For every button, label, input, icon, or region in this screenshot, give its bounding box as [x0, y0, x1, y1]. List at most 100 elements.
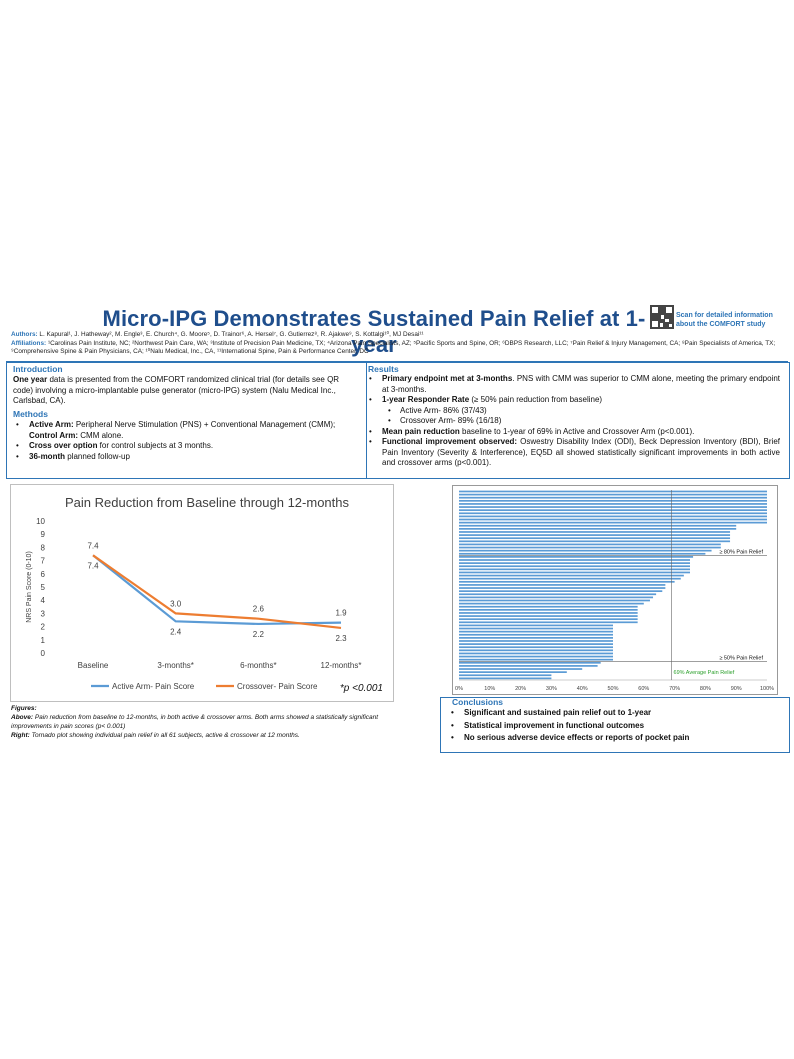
conclusions-box — [440, 697, 790, 753]
poster-title: Micro-IPG Demonstrates Sustained Pain Re… — [102, 306, 646, 357]
method-bold: Active Arm: — [29, 420, 74, 429]
tornado-bar — [459, 658, 613, 661]
data-label: 2.4 — [170, 627, 182, 636]
tornado-bar — [459, 496, 767, 499]
data-label: 1.9 — [335, 609, 347, 618]
data-label: 2.6 — [253, 605, 265, 614]
data-label: 2.2 — [253, 630, 265, 639]
tornado-bar — [459, 556, 694, 558]
x-tick-label: 70% — [669, 686, 680, 692]
list-item: Crossover Arm- 89% (16/18) — [366, 416, 780, 427]
tornado-chart: 0% 10% 20% 30% 40% 50% 60% 70% 80% 90% 100% ≥ 80% P… — [455, 490, 774, 692]
legend-label: Active Arm- Pain Score — [112, 682, 195, 691]
x-tick-label: 50% — [607, 686, 618, 692]
y-tick-label: 4 — [41, 596, 46, 605]
tornado-bar — [459, 671, 567, 673]
tornado-bar — [459, 571, 690, 574]
x-tick-label: 60% — [638, 686, 649, 692]
tornado-bar — [459, 503, 767, 505]
tornado-bar — [459, 565, 690, 568]
list-item: 36-month planned follow-up — [13, 452, 359, 463]
list-item: 1-year Responder Rate (≥ 50% pain reduct… — [366, 395, 780, 406]
tornado-bar — [459, 640, 613, 642]
method-bold: Control Arm: — [29, 430, 79, 440]
tornado-bar — [459, 615, 638, 617]
tornado-bar — [459, 661, 601, 664]
y-tick-label: 7 — [41, 557, 46, 566]
x-tick-label: 6-months* — [240, 661, 276, 670]
crossover-line — [92, 554, 342, 630]
list-item: Significant and sustained pain relief ou… — [448, 707, 784, 720]
x-tick-label: 90% — [731, 686, 742, 692]
tornado-bar — [459, 537, 731, 540]
figures-label: Figures: — [11, 705, 37, 712]
tornado-bar — [459, 528, 737, 530]
tornado-bar — [459, 655, 613, 658]
threshold-80-label: ≥ 80% Pain Relief — [719, 549, 763, 555]
method-text: planned follow-up — [65, 451, 130, 461]
data-label: 7.4 — [87, 561, 99, 570]
tornado-bar — [459, 593, 657, 596]
qr-code-icon[interactable] — [650, 305, 674, 329]
tornado-bar — [459, 552, 706, 555]
tornado-bar — [459, 524, 737, 527]
tornado-bar — [459, 540, 731, 543]
tornado-bar — [459, 630, 613, 633]
x-tick-label: 80% — [700, 686, 711, 692]
x-tick-label: 3-months* — [157, 661, 193, 670]
tornado-bar — [459, 643, 613, 645]
tornado-bar — [459, 577, 681, 580]
affiliations-label: Affiliations: — [11, 339, 47, 347]
tornado-bar — [459, 618, 638, 621]
y-tick-label: 1 — [41, 636, 46, 645]
data-label: 7.4 — [87, 541, 99, 550]
tornado-bar — [459, 621, 638, 624]
list-item: Statistical improvement in functional ou… — [448, 720, 784, 733]
tornado-bar — [459, 677, 552, 680]
tornado-bar — [459, 490, 767, 493]
tornado-bar — [459, 652, 613, 655]
tornado-bar — [459, 665, 598, 667]
tornado-bar — [459, 602, 644, 605]
significance-note: *p <0.001 — [340, 683, 383, 694]
authors-label: Authors: — [11, 331, 38, 338]
list-item: Primary endpoint met at 3-months. PNS wi… — [366, 374, 780, 395]
list-item: Functional improvement observed: Oswestr… — [366, 437, 780, 469]
y-tick-label: 9 — [41, 530, 46, 539]
tornado-bar — [459, 627, 613, 630]
tornado-bar — [459, 649, 613, 652]
tornado-bar — [459, 646, 613, 649]
affiliations-list: ¹Carolinas Pain Institute, NC; ²Northwes… — [11, 339, 776, 356]
tornado-bar — [459, 549, 712, 552]
method-bold: Cross over option — [29, 441, 98, 450]
tornado-bar — [459, 506, 767, 508]
y-tick-label: 8 — [41, 543, 46, 552]
right-caption: Tornado plot showing individual pain rel… — [29, 732, 300, 739]
y-axis-label: NRS Pain Score (0-10) — [26, 551, 33, 623]
methods-list: Active Arm: Peripheral Nerve Stimulation… — [13, 420, 359, 462]
result-bold: Primary endpoint met at 3-months — [382, 374, 513, 383]
result-bold: Mean pain reduction — [382, 426, 460, 436]
method-text: Peripheral Nerve Stimulation (PNS) + Con… — [73, 420, 336, 429]
tornado-bar — [459, 512, 767, 515]
x-tick-label: 0% — [455, 686, 463, 692]
results-heading: Results — [368, 364, 399, 374]
method-text: for control subjects at 3 months. — [97, 441, 214, 450]
y-tick-label: 6 — [41, 570, 46, 579]
y-tick-label: 10 — [36, 517, 45, 526]
tornado-bar — [459, 584, 666, 586]
x-tick-label: 10% — [484, 686, 495, 692]
result-bold: 1-year Responder Rate — [382, 395, 470, 404]
x-tick-label: 12-months* — [321, 661, 362, 670]
list-item: Active Arm: Peripheral Nerve Stimulation… — [13, 420, 359, 441]
line-chart: Pain Reduction from Baseline through 12-… — [26, 495, 383, 694]
results-list: Primary endpoint met at 3-months. PNS wi… — [366, 374, 780, 469]
legend-label: Crossover- Pain Score — [237, 682, 318, 691]
tornado-bar — [459, 534, 731, 536]
result-text: baseline to 1-year of 69% in Active and … — [459, 426, 695, 436]
tornado-bar — [459, 499, 767, 502]
line-chart-frame: Pain Reduction from Baseline through 12-… — [10, 484, 394, 702]
right-label: Right: — [11, 732, 30, 739]
tornado-bar — [459, 624, 613, 627]
x-tick-label: 100% — [760, 686, 774, 692]
